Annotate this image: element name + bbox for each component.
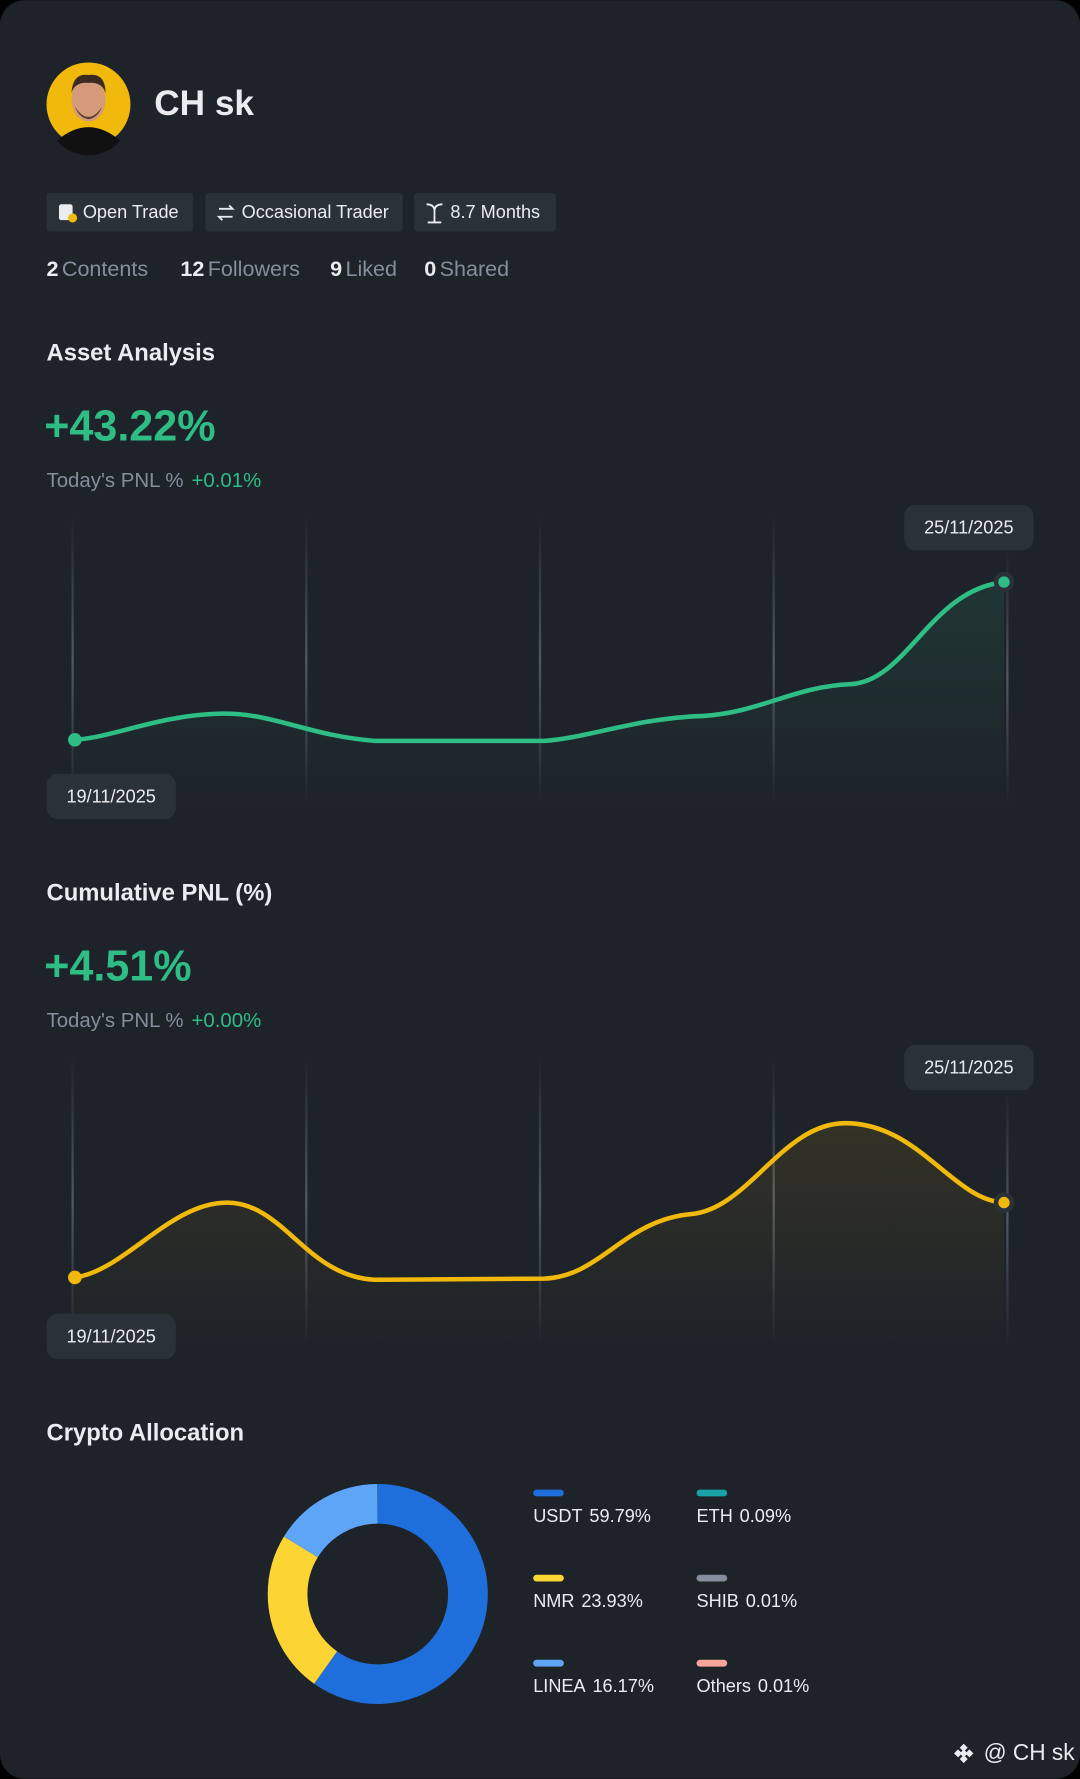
stat: 0 Shared (424, 256, 509, 281)
stat-label: Followers (208, 256, 300, 281)
legend-value: 0.01% (746, 1591, 797, 1611)
section-title: Crypto Allocation (47, 1419, 245, 1446)
area (74, 582, 1004, 806)
legend-entry: NMR 23.93% (533, 1591, 643, 1611)
badge-label: 8.7 Months (450, 202, 540, 222)
start-date: 19/11/2025 (66, 1326, 155, 1346)
profile-name: CH sk (154, 84, 254, 123)
legend-swatch (696, 1659, 728, 1667)
legend-name: ETH (697, 1506, 733, 1526)
legend-entry: Others 0.01% (697, 1676, 810, 1696)
today-pnl: Today's PNL % +0.00% (47, 1011, 262, 1033)
legend-name: LINEA (533, 1676, 586, 1696)
point (68, 732, 82, 747)
badge-label: Open Trade (83, 202, 179, 222)
watermark: @ CH sk (984, 1739, 1076, 1765)
badge: Open Trade (46, 192, 193, 232)
legend-name: SHIB (697, 1591, 739, 1611)
stat-label: Contents (62, 256, 148, 281)
legend-value: 0.09% (740, 1506, 791, 1526)
date-bubble (904, 504, 1034, 551)
today-value: +0.01% (191, 471, 261, 493)
legend-name: NMR (533, 1591, 574, 1611)
line (74, 1120, 1005, 1283)
legend-swatch (533, 1489, 564, 1497)
badge: Occasional Trader (205, 192, 403, 232)
legend-swatch (696, 1574, 728, 1582)
legend-entry: USDT 59.79% (533, 1506, 651, 1526)
donut (267, 1483, 488, 1705)
avatar[interactable] (46, 62, 131, 156)
stat: 9 Liked (330, 256, 397, 281)
legend-name: USDT (533, 1506, 582, 1526)
stat-value: 12 (180, 256, 204, 281)
point (68, 1270, 82, 1285)
legend-value: 23.93% (581, 1591, 643, 1611)
legend-swatch (533, 1659, 564, 1667)
legend-value: 16.17% (592, 1676, 654, 1696)
legend-name: Others (697, 1676, 751, 1696)
legend-swatch (533, 1574, 564, 1582)
legend-swatch (696, 1489, 728, 1497)
area (74, 1123, 1004, 1346)
stat-value: 0 (424, 256, 436, 281)
line (74, 579, 1005, 744)
stat: 2 Contents (47, 256, 149, 281)
today-value: +0.00% (191, 1011, 261, 1033)
point (998, 576, 1010, 588)
badge-label: Occasional Trader (242, 202, 389, 222)
today-label: Today's PNL % (47, 1011, 184, 1033)
date-bubble (904, 1044, 1034, 1091)
donut-segment (267, 1483, 488, 1705)
chart-grid (71, 516, 1009, 806)
big-value: +43.22% (44, 402, 215, 450)
end-date: 25/11/2025 (924, 1058, 1013, 1078)
section-title: Cumulative PNL (%) (47, 879, 273, 906)
end-date: 25/11/2025 (924, 518, 1013, 538)
date-bubble (46, 773, 176, 820)
legend-value: 59.79% (589, 1506, 651, 1526)
start-date: 19/11/2025 (66, 786, 155, 806)
point (998, 1196, 1010, 1209)
donut-segment (267, 1483, 488, 1705)
stat-value: 2 (47, 256, 59, 281)
big-value: +4.51% (44, 942, 191, 990)
legend-value: 0.01% (758, 1676, 809, 1696)
stat-label: Shared (440, 256, 509, 281)
stat-label: Liked (346, 256, 398, 281)
date-bubble (46, 1313, 176, 1360)
legend: USDT 59.79% NMR 23.93% LINEA 16.17% ETH 0.09% SH… (533, 1489, 810, 1696)
stat: 12 Followers (180, 256, 300, 281)
badge: 8.7 Months (414, 192, 556, 232)
legend-entry: ETH 0.09% (697, 1506, 792, 1526)
stat-value: 9 (330, 256, 342, 281)
today-pnl: Today's PNL % +0.01% (47, 471, 262, 493)
today-label: Today's PNL % (47, 471, 184, 493)
legend-entry: LINEA 16.17% (533, 1676, 654, 1696)
legend-entry: SHIB 0.01% (697, 1591, 798, 1611)
section-title: Asset Analysis (47, 339, 216, 366)
